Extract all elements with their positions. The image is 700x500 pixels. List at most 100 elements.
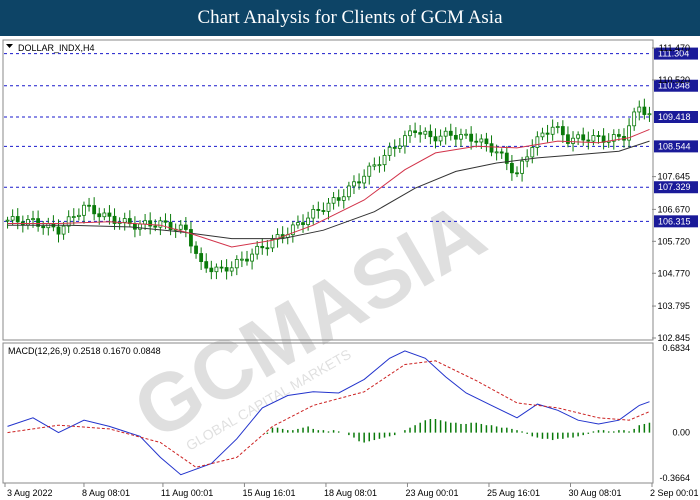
price-panel-frame <box>2 39 654 341</box>
candle-body <box>133 223 137 230</box>
candle-body <box>183 224 188 230</box>
candle-body <box>499 151 504 154</box>
candle-body <box>443 130 448 137</box>
candle-body <box>331 197 336 204</box>
candle-body <box>163 220 168 223</box>
candle-body <box>10 216 15 221</box>
candle-body <box>97 213 102 218</box>
candle-body <box>555 126 560 128</box>
candle-body <box>459 134 463 140</box>
candle-body <box>275 234 280 240</box>
candle-body <box>550 126 555 135</box>
candle-body <box>474 140 479 143</box>
candle-body <box>209 267 214 273</box>
candle-body <box>245 258 249 262</box>
price-tick-label: 105.720 <box>657 236 690 246</box>
candle-body <box>219 266 224 269</box>
candle-body <box>403 135 407 147</box>
panel-menu-icon[interactable] <box>6 44 13 48</box>
candle-body <box>581 134 586 141</box>
candle-body <box>469 133 474 142</box>
candle-body <box>112 215 117 224</box>
candle-body <box>397 145 402 149</box>
chart-canvas[interactable]: GCMASIA GLOBAL CAPITAL MARKETS DOLLAR_IN… <box>0 36 700 500</box>
macd-label: MACD(12,26,9) 0.2518 0.1670 0.0848 <box>8 346 161 356</box>
candle-body <box>545 132 550 135</box>
candle-body <box>382 154 387 166</box>
candle-body <box>316 209 321 211</box>
candles <box>5 98 652 280</box>
candle-body <box>153 225 158 228</box>
candle-body <box>296 222 300 226</box>
candle-body <box>127 218 132 225</box>
macd-line <box>7 350 650 476</box>
candle-body <box>504 152 509 164</box>
candle-body <box>352 181 356 187</box>
candle-body <box>66 216 71 227</box>
candle-body <box>87 204 91 207</box>
candle-body <box>239 258 244 261</box>
price-tick-label: 103.795 <box>657 301 690 311</box>
price-tick-label: 104.770 <box>657 268 690 278</box>
candle-body <box>71 216 76 218</box>
gcm-watermark-logo: GCMASIA GLOBAL CAPITAL MARKETS <box>119 185 500 457</box>
candle-body <box>616 134 621 137</box>
candle-body <box>433 136 438 142</box>
candle-body <box>5 219 10 222</box>
candle-body <box>199 253 204 262</box>
time-tick-label: 2 Sep 00:01 <box>650 488 699 498</box>
candle-body <box>234 259 239 269</box>
level-price-label: 107.329 <box>658 182 691 192</box>
candle-body <box>229 267 234 272</box>
macd-axis: 0.6834 0.00 -0.3664 <box>659 343 690 483</box>
time-tick-label: 15 Aug 16:01 <box>242 488 295 498</box>
candle-body <box>204 261 209 269</box>
price-tick-label: 102.845 <box>657 333 690 343</box>
candle-body <box>489 143 494 153</box>
candle-body <box>41 225 46 229</box>
candle-body <box>107 212 112 217</box>
candle-body <box>418 132 423 135</box>
candle-body <box>301 222 305 225</box>
candle-body <box>530 147 535 158</box>
signal-line <box>7 360 650 468</box>
level-price-box <box>654 110 698 123</box>
price-panel[interactable]: DOLLAR_INDX,H4 111.304 110.348 109.418 108.… <box>2 39 698 343</box>
candle-body <box>520 160 524 174</box>
price-tick-label: 111.470 <box>659 43 690 53</box>
time-tick-label: 30 Aug 08:01 <box>568 488 621 498</box>
candle-body <box>566 134 570 144</box>
macd-panel[interactable]: MACD(12,26,9) 0.2518 0.1670 0.0848 0.683… <box>2 342 690 484</box>
time-axis: 3 Aug 2022 8 Aug 08:01 11 Aug 00:01 15 Aug … <box>4 483 699 498</box>
candle-body <box>122 218 127 223</box>
time-tick-label: 11 Aug 00:01 <box>161 488 213 498</box>
candle-body <box>540 132 545 138</box>
macd-tick-label: 0.6834 <box>662 343 690 353</box>
candle-body <box>627 125 631 141</box>
candle-body <box>178 224 183 230</box>
candle-body <box>413 130 418 133</box>
candle-body <box>647 113 652 116</box>
candle-body <box>479 138 484 143</box>
candle-body <box>560 126 565 136</box>
candle-body <box>611 134 616 142</box>
candle-body <box>158 220 163 228</box>
candle-body <box>321 210 326 212</box>
candle-body <box>311 209 316 219</box>
candle-body <box>102 212 107 218</box>
candle-body <box>494 151 499 154</box>
candle-body <box>408 130 412 137</box>
candle-body <box>392 146 397 149</box>
candle-body <box>576 134 581 139</box>
candle-body <box>82 204 86 216</box>
time-tick-label: 23 Aug 00:01 <box>405 488 458 498</box>
candle-body <box>92 205 97 215</box>
candle-body <box>387 146 392 156</box>
candle-body <box>250 253 254 262</box>
candle-body <box>194 245 198 254</box>
time-tick-label: 25 Aug 16:01 <box>487 488 540 498</box>
candle-body <box>642 106 647 115</box>
candle-body <box>510 162 514 174</box>
level-price-label: 108.544 <box>658 141 691 151</box>
candle-body <box>453 134 458 140</box>
